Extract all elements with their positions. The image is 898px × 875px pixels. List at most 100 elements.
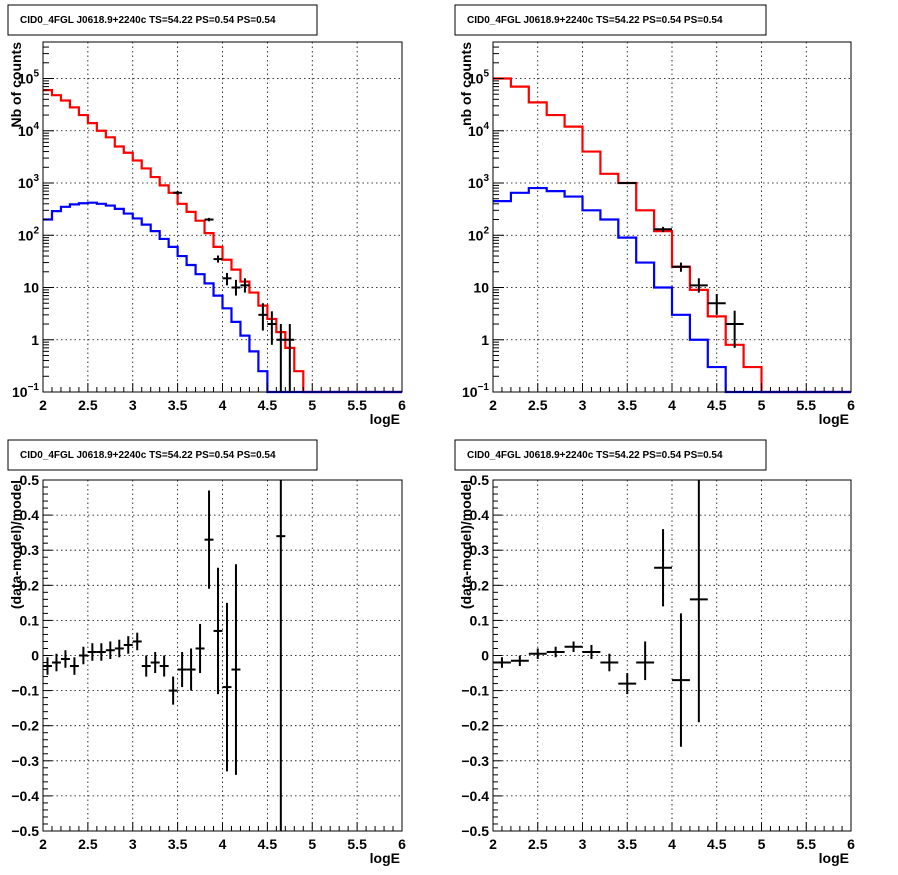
data-point (600, 653, 619, 672)
y-tick-label: 10−1 (462, 382, 489, 400)
x-tick-label: 4 (219, 397, 227, 413)
chart-title: CID0_4FGL J0618.9+2240c TS=54.22 PS=0.54… (467, 15, 723, 26)
data-point (51, 653, 61, 672)
series-line-1 (493, 77, 851, 394)
x-tick-label: 6 (847, 836, 855, 852)
data-point (689, 480, 708, 723)
data-point (141, 655, 151, 677)
ticks (492, 41, 852, 393)
data-point (276, 480, 286, 831)
x-tick-label: 6 (398, 836, 406, 852)
series-group (43, 480, 286, 831)
x-axis-title: logE (819, 850, 849, 866)
x-tick-label: 5.5 (347, 836, 367, 852)
x-tick-label: 2.5 (78, 397, 98, 413)
data-point (114, 639, 124, 658)
data-point (285, 324, 295, 392)
data-point (105, 641, 115, 660)
y-tick-label: 103 (468, 173, 490, 191)
data-point (150, 651, 160, 674)
chart-title-box (454, 439, 767, 471)
x-tick-label: 4 (668, 836, 676, 852)
y-tick-label: 102 (18, 225, 40, 243)
ticks (492, 479, 852, 832)
y-tick-label: 103 (18, 173, 40, 191)
y-tick-label: 0.5 (20, 472, 40, 488)
y-tick-label: 0 (481, 648, 489, 664)
data-point (618, 181, 637, 185)
ticks (42, 41, 403, 393)
y-tick-label: 0.1 (20, 612, 40, 628)
data-point (582, 644, 601, 660)
data-point (204, 217, 214, 222)
y-tick-label: 105 (468, 69, 490, 87)
data-point (672, 262, 690, 272)
ticks (42, 479, 403, 832)
y-tick-label: −0.1 (461, 683, 489, 699)
y-tick-label: 102 (468, 225, 490, 243)
x-tick-label: 4 (668, 397, 676, 413)
chart-title-box (7, 439, 318, 471)
data-point (510, 655, 529, 667)
y-tick-label: 0.4 (470, 507, 490, 523)
chart-panel-1: CID0_4FGL J0618.9+2240c TS=54.22 PS=0.54… (7, 4, 406, 427)
data-point (222, 602, 232, 772)
chart-panel-3: CID0_4FGL J0618.9+2240c TS=54.22 PS=0.54… (7, 439, 406, 866)
series-group (493, 480, 708, 747)
data-point (132, 632, 142, 651)
x-tick-label: 3.5 (618, 836, 638, 852)
x-tick-label: 5.5 (347, 397, 367, 413)
chart-title: CID0_4FGL J0618.9+2240c TS=54.22 PS=0.54… (467, 450, 723, 461)
y-tick-label: −0.1 (11, 683, 39, 699)
data-point (231, 564, 241, 775)
data-point (204, 490, 214, 589)
data-point (78, 646, 88, 665)
y-tick-label: −0.3 (461, 753, 489, 769)
data-point (528, 648, 547, 660)
x-tick-label: 4.5 (258, 836, 278, 852)
data-point (258, 303, 268, 331)
x-tick-label: 4.5 (707, 836, 727, 852)
data-point (186, 648, 196, 691)
x-tick-label: 2.5 (78, 836, 98, 852)
x-tick-label: 6 (398, 397, 406, 413)
data-point (689, 278, 708, 293)
data-point (177, 651, 187, 688)
x-axis-title: logE (819, 411, 849, 427)
x-tick-label: 2 (39, 836, 47, 852)
x-axis-title: logE (370, 850, 400, 866)
x-tick-label: 2.5 (528, 397, 548, 413)
y-axis-title: Nb of counts (8, 42, 24, 128)
y-tick-label: 0.2 (470, 577, 490, 593)
x-tick-label: 5 (758, 397, 766, 413)
y-tick-label: 104 (468, 121, 490, 139)
y-tick-label: 0.3 (20, 542, 40, 558)
x-tick-label: 5.5 (797, 836, 817, 852)
y-tick-label: −0.5 (461, 823, 489, 839)
y-axis-title: nb of counts (458, 42, 474, 126)
y-axis-title: (data-model)/model (458, 480, 474, 609)
x-tick-label: 2 (39, 397, 47, 413)
y-tick-label: 10−1 (12, 382, 39, 400)
chart-title-box (7, 4, 318, 36)
data-point (240, 278, 250, 293)
data-point (222, 272, 232, 286)
y-tick-label: −0.3 (11, 753, 39, 769)
x-tick-label: 3.5 (618, 397, 638, 413)
y-tick-label: 104 (18, 121, 40, 139)
data-point (564, 641, 583, 652)
data-point (195, 623, 205, 674)
x-tick-label: 5 (758, 836, 766, 852)
y-tick-label: 0.5 (470, 472, 490, 488)
data-point (636, 641, 655, 681)
x-tick-label: 3 (129, 836, 137, 852)
y-tick-label: −0.4 (11, 788, 39, 804)
y-tick-label: −0.5 (11, 823, 39, 839)
x-tick-label: 4.5 (258, 397, 278, 413)
y-tick-label: 0.2 (20, 577, 40, 593)
data-point (707, 294, 726, 315)
x-axis-title: logE (370, 411, 400, 427)
x-tick-label: 2 (489, 836, 497, 852)
y-tick-label: 0.1 (470, 612, 490, 628)
